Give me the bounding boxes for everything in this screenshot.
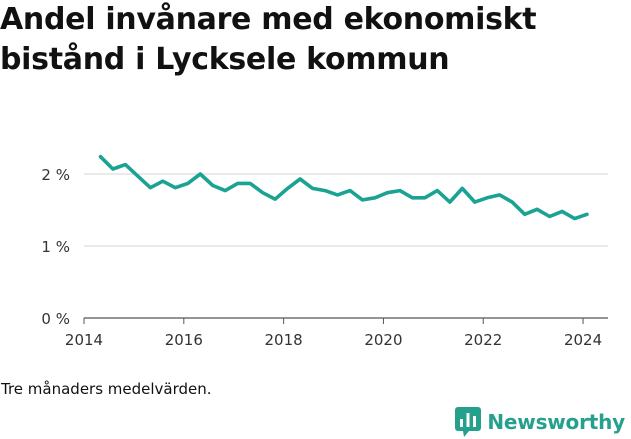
gridlines <box>84 173 608 319</box>
y-tick-label: 0 % <box>41 310 70 328</box>
brand-name: Newsworthy <box>487 410 625 434</box>
y-axis: 0 % 1 % 2 % <box>41 166 70 328</box>
x-tick-label: 2020 <box>364 331 402 349</box>
x-axis: 2014 2016 2018 2020 2022 2024 <box>65 318 602 349</box>
bar-chart-logo-icon <box>455 407 482 437</box>
series-line <box>98 154 589 221</box>
x-tick-label: 2022 <box>464 331 502 349</box>
x-tick-label: 2018 <box>265 331 303 349</box>
series-lines <box>98 154 589 221</box>
brand: Newsworthy <box>455 405 625 439</box>
x-tick-label: 2014 <box>65 331 103 349</box>
chart-note: Tre månaders medelvärden. <box>1 380 212 398</box>
x-tick-label: 2016 <box>165 331 203 349</box>
y-tick-label: 1 % <box>41 238 70 256</box>
y-tick-label: 2 % <box>41 166 70 184</box>
chart-title: Andel invånare med ekonomiskt bistånd i … <box>0 2 537 77</box>
x-tick-label: 2024 <box>564 331 602 349</box>
